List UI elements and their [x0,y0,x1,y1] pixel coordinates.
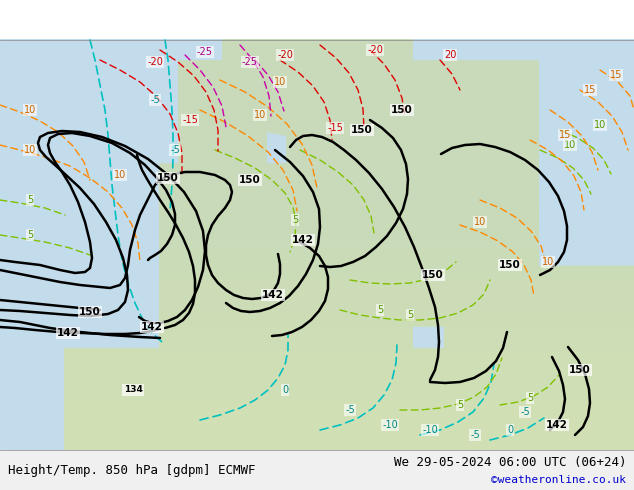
Polygon shape [0,40,634,450]
Text: 15: 15 [584,85,596,95]
Text: 150: 150 [351,125,373,135]
Text: 5: 5 [527,393,533,403]
Text: -10: -10 [382,420,398,430]
Text: 10: 10 [24,105,36,115]
Text: -5: -5 [345,405,355,415]
Text: 10: 10 [24,145,36,155]
Text: -5: -5 [150,95,160,105]
Text: 0: 0 [282,385,288,395]
Text: 10: 10 [274,77,286,87]
Text: 10: 10 [254,110,266,120]
Text: 20: 20 [444,50,456,60]
Text: 150: 150 [569,365,591,375]
Text: 5: 5 [377,305,383,315]
Text: -20: -20 [277,50,293,60]
Text: 150: 150 [157,173,179,183]
Text: -5: -5 [470,430,480,440]
Text: -15: -15 [327,123,343,133]
Text: 10: 10 [542,257,554,267]
Text: -15: -15 [182,115,198,125]
Text: 142: 142 [57,328,79,338]
Text: 10: 10 [474,217,486,227]
Text: 150: 150 [422,270,444,280]
Text: 5: 5 [407,310,413,320]
Text: -25: -25 [242,57,258,67]
Text: 150: 150 [239,175,261,185]
Text: 134: 134 [124,386,143,394]
Text: 10: 10 [564,140,576,150]
Text: -20: -20 [367,45,383,55]
Text: -20: -20 [147,57,163,67]
Text: 5: 5 [292,215,298,225]
Text: ©weatheronline.co.uk: ©weatheronline.co.uk [491,475,626,485]
Text: 150: 150 [79,307,101,317]
Text: 5: 5 [457,400,463,410]
Text: 142: 142 [262,290,284,300]
Text: 10: 10 [594,120,606,130]
Text: 15: 15 [559,130,571,140]
Text: 150: 150 [391,105,413,115]
Polygon shape [0,40,634,450]
Text: 142: 142 [292,235,314,245]
Text: -5: -5 [170,145,180,155]
Text: -5: -5 [520,407,530,417]
Text: We 29-05-2024 06:00 UTC (06+24): We 29-05-2024 06:00 UTC (06+24) [394,456,626,468]
Text: 150: 150 [499,260,521,270]
Text: 10: 10 [114,170,126,180]
Text: 15: 15 [610,70,622,80]
Text: -10: -10 [422,425,438,435]
Text: 142: 142 [141,322,163,332]
Text: -25: -25 [197,47,213,57]
Text: 5: 5 [27,230,33,240]
Text: Height/Temp. 850 hPa [gdpm] ECMWF: Height/Temp. 850 hPa [gdpm] ECMWF [8,464,256,476]
Polygon shape [0,450,634,490]
Text: 142: 142 [546,420,568,430]
Text: 5: 5 [27,195,33,205]
Text: 0: 0 [507,425,513,435]
